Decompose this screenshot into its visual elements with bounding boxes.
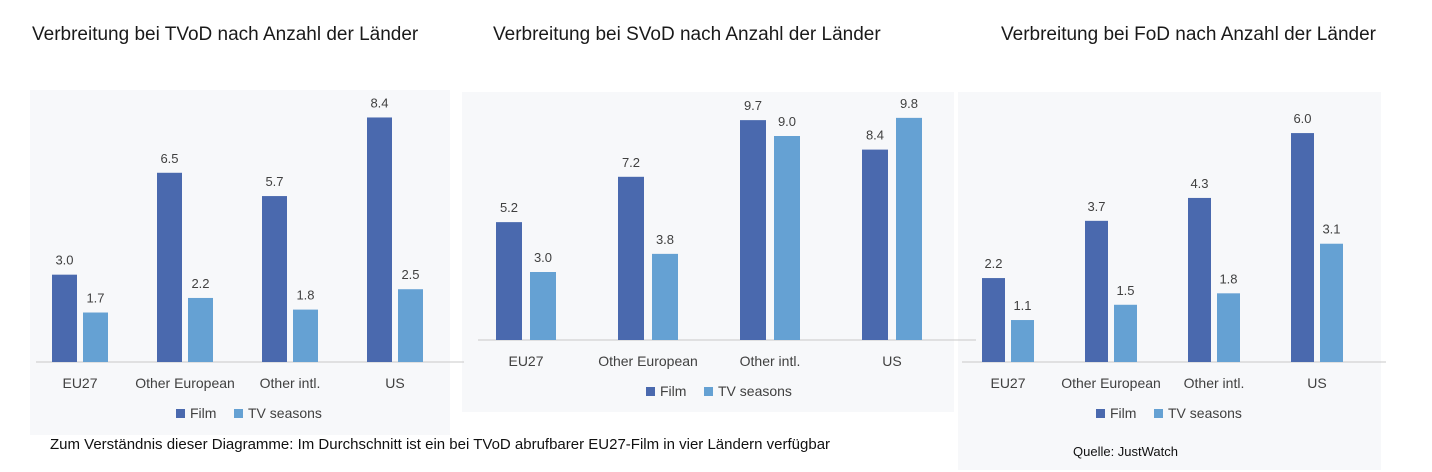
bar-tv-2 (293, 309, 318, 362)
category-label-2: Other intl. (740, 353, 801, 369)
category-label-2: Other intl. (260, 375, 321, 391)
data-label-tv-3: 9.8 (900, 96, 918, 111)
category-label-0: EU27 (508, 353, 543, 369)
bar-tv-1 (1114, 304, 1137, 362)
bar-tv-0 (530, 272, 556, 340)
chart-3-title: Verbreitung bei FoD nach Anzahl der Länd… (1001, 24, 1376, 45)
bar-tv-1 (652, 253, 678, 340)
data-label-tv-1: 3.8 (656, 232, 674, 247)
chart-2-title: Verbreitung bei SVoD nach Anzahl der Län… (493, 24, 881, 45)
category-label-1: Other European (598, 353, 698, 369)
legend-film-label: Film (1110, 405, 1136, 421)
legend-tv-label: TV seasons (718, 383, 792, 399)
legend-tv-swatch (704, 387, 713, 396)
data-label-film-2: 9.7 (744, 98, 762, 113)
bar-film-2 (740, 120, 766, 340)
footnote: Zum Verständnis dieser Diagramme: Im Dur… (50, 436, 831, 453)
category-label-0: EU27 (990, 375, 1025, 391)
legend-film-label: Film (190, 405, 216, 421)
data-label-tv-3: 3.1 (1322, 222, 1340, 237)
tvod-chart: 3.0 1.7 EU27 6.5 2.2 Other European 5.7 1.8 Othe… (36, 95, 464, 421)
data-label-film-3: 6.0 (1293, 111, 1311, 126)
chart-1-title: Verbreitung bei TVoD nach Anzahl der Län… (32, 24, 419, 45)
source-credit: Quelle: JustWatch (1073, 444, 1179, 459)
legend-tv-label: TV seasons (248, 405, 322, 421)
data-label-tv-0: 3.0 (534, 250, 552, 265)
data-label-film-0: 2.2 (984, 256, 1002, 271)
legend-film-label: Film (660, 383, 686, 399)
bar-film-2 (1188, 197, 1211, 362)
data-label-film-1: 7.2 (622, 155, 640, 170)
data-label-tv-1: 1.5 (1116, 283, 1134, 298)
bar-tv-1 (188, 297, 213, 362)
legend-tv-swatch (234, 409, 243, 418)
data-label-film-2: 5.7 (265, 174, 283, 189)
data-label-tv-1: 2.2 (191, 276, 209, 291)
category-label-2: Other intl. (1184, 375, 1245, 391)
data-label-tv-2: 9.0 (778, 114, 796, 129)
legend-tv-swatch (1154, 409, 1163, 418)
bar-film-3 (862, 149, 888, 340)
category-label-0: EU27 (62, 375, 97, 391)
legend-tv-label: TV seasons (1168, 405, 1242, 421)
data-label-film-3: 8.4 (370, 95, 388, 110)
category-label-1: Other European (1061, 375, 1161, 391)
bar-tv-2 (1217, 293, 1240, 362)
category-label-1: Other European (135, 375, 235, 391)
category-label-3: US (385, 375, 404, 391)
bar-film-0 (496, 222, 522, 340)
data-label-tv-0: 1.7 (86, 291, 104, 306)
data-label-tv-2: 1.8 (296, 288, 314, 303)
data-label-tv-0: 1.1 (1013, 298, 1031, 313)
bar-film-1 (1085, 220, 1108, 362)
data-label-film-3: 8.4 (866, 128, 884, 143)
bar-tv-2 (774, 136, 800, 340)
bar-tv-3 (1320, 243, 1343, 362)
bar-film-0 (52, 274, 77, 362)
fod-chart: 2.2 1.1 EU27 3.7 1.5 Other European 4.3 1.8 Othe… (962, 111, 1386, 421)
bar-tv-3 (398, 289, 423, 362)
bar-tv-0 (83, 312, 108, 362)
bar-tv-0 (1011, 320, 1034, 362)
bar-film-1 (618, 176, 644, 340)
data-label-tv-3: 2.5 (401, 267, 419, 282)
data-label-film-1: 3.7 (1087, 199, 1105, 214)
data-label-tv-2: 1.8 (1219, 271, 1237, 286)
bar-film-0 (982, 278, 1005, 362)
data-label-film-2: 4.3 (1190, 176, 1208, 191)
data-label-film-0: 3.0 (55, 253, 73, 268)
legend-film-swatch (176, 409, 185, 418)
bar-film-2 (262, 196, 287, 362)
bar-tv-3 (896, 117, 922, 340)
data-label-film-0: 5.2 (500, 200, 518, 215)
category-label-3: US (1307, 375, 1326, 391)
svod-chart: 5.2 3.0 EU27 7.2 3.8 Other European 9.7 9.0 Othe… (478, 96, 976, 399)
category-label-3: US (882, 353, 901, 369)
data-label-film-1: 6.5 (160, 151, 178, 166)
legend-film-swatch (1096, 409, 1105, 418)
bar-film-3 (1291, 133, 1314, 362)
bar-film-1 (157, 172, 182, 362)
legend-film-swatch (646, 387, 655, 396)
bar-film-3 (367, 117, 392, 362)
